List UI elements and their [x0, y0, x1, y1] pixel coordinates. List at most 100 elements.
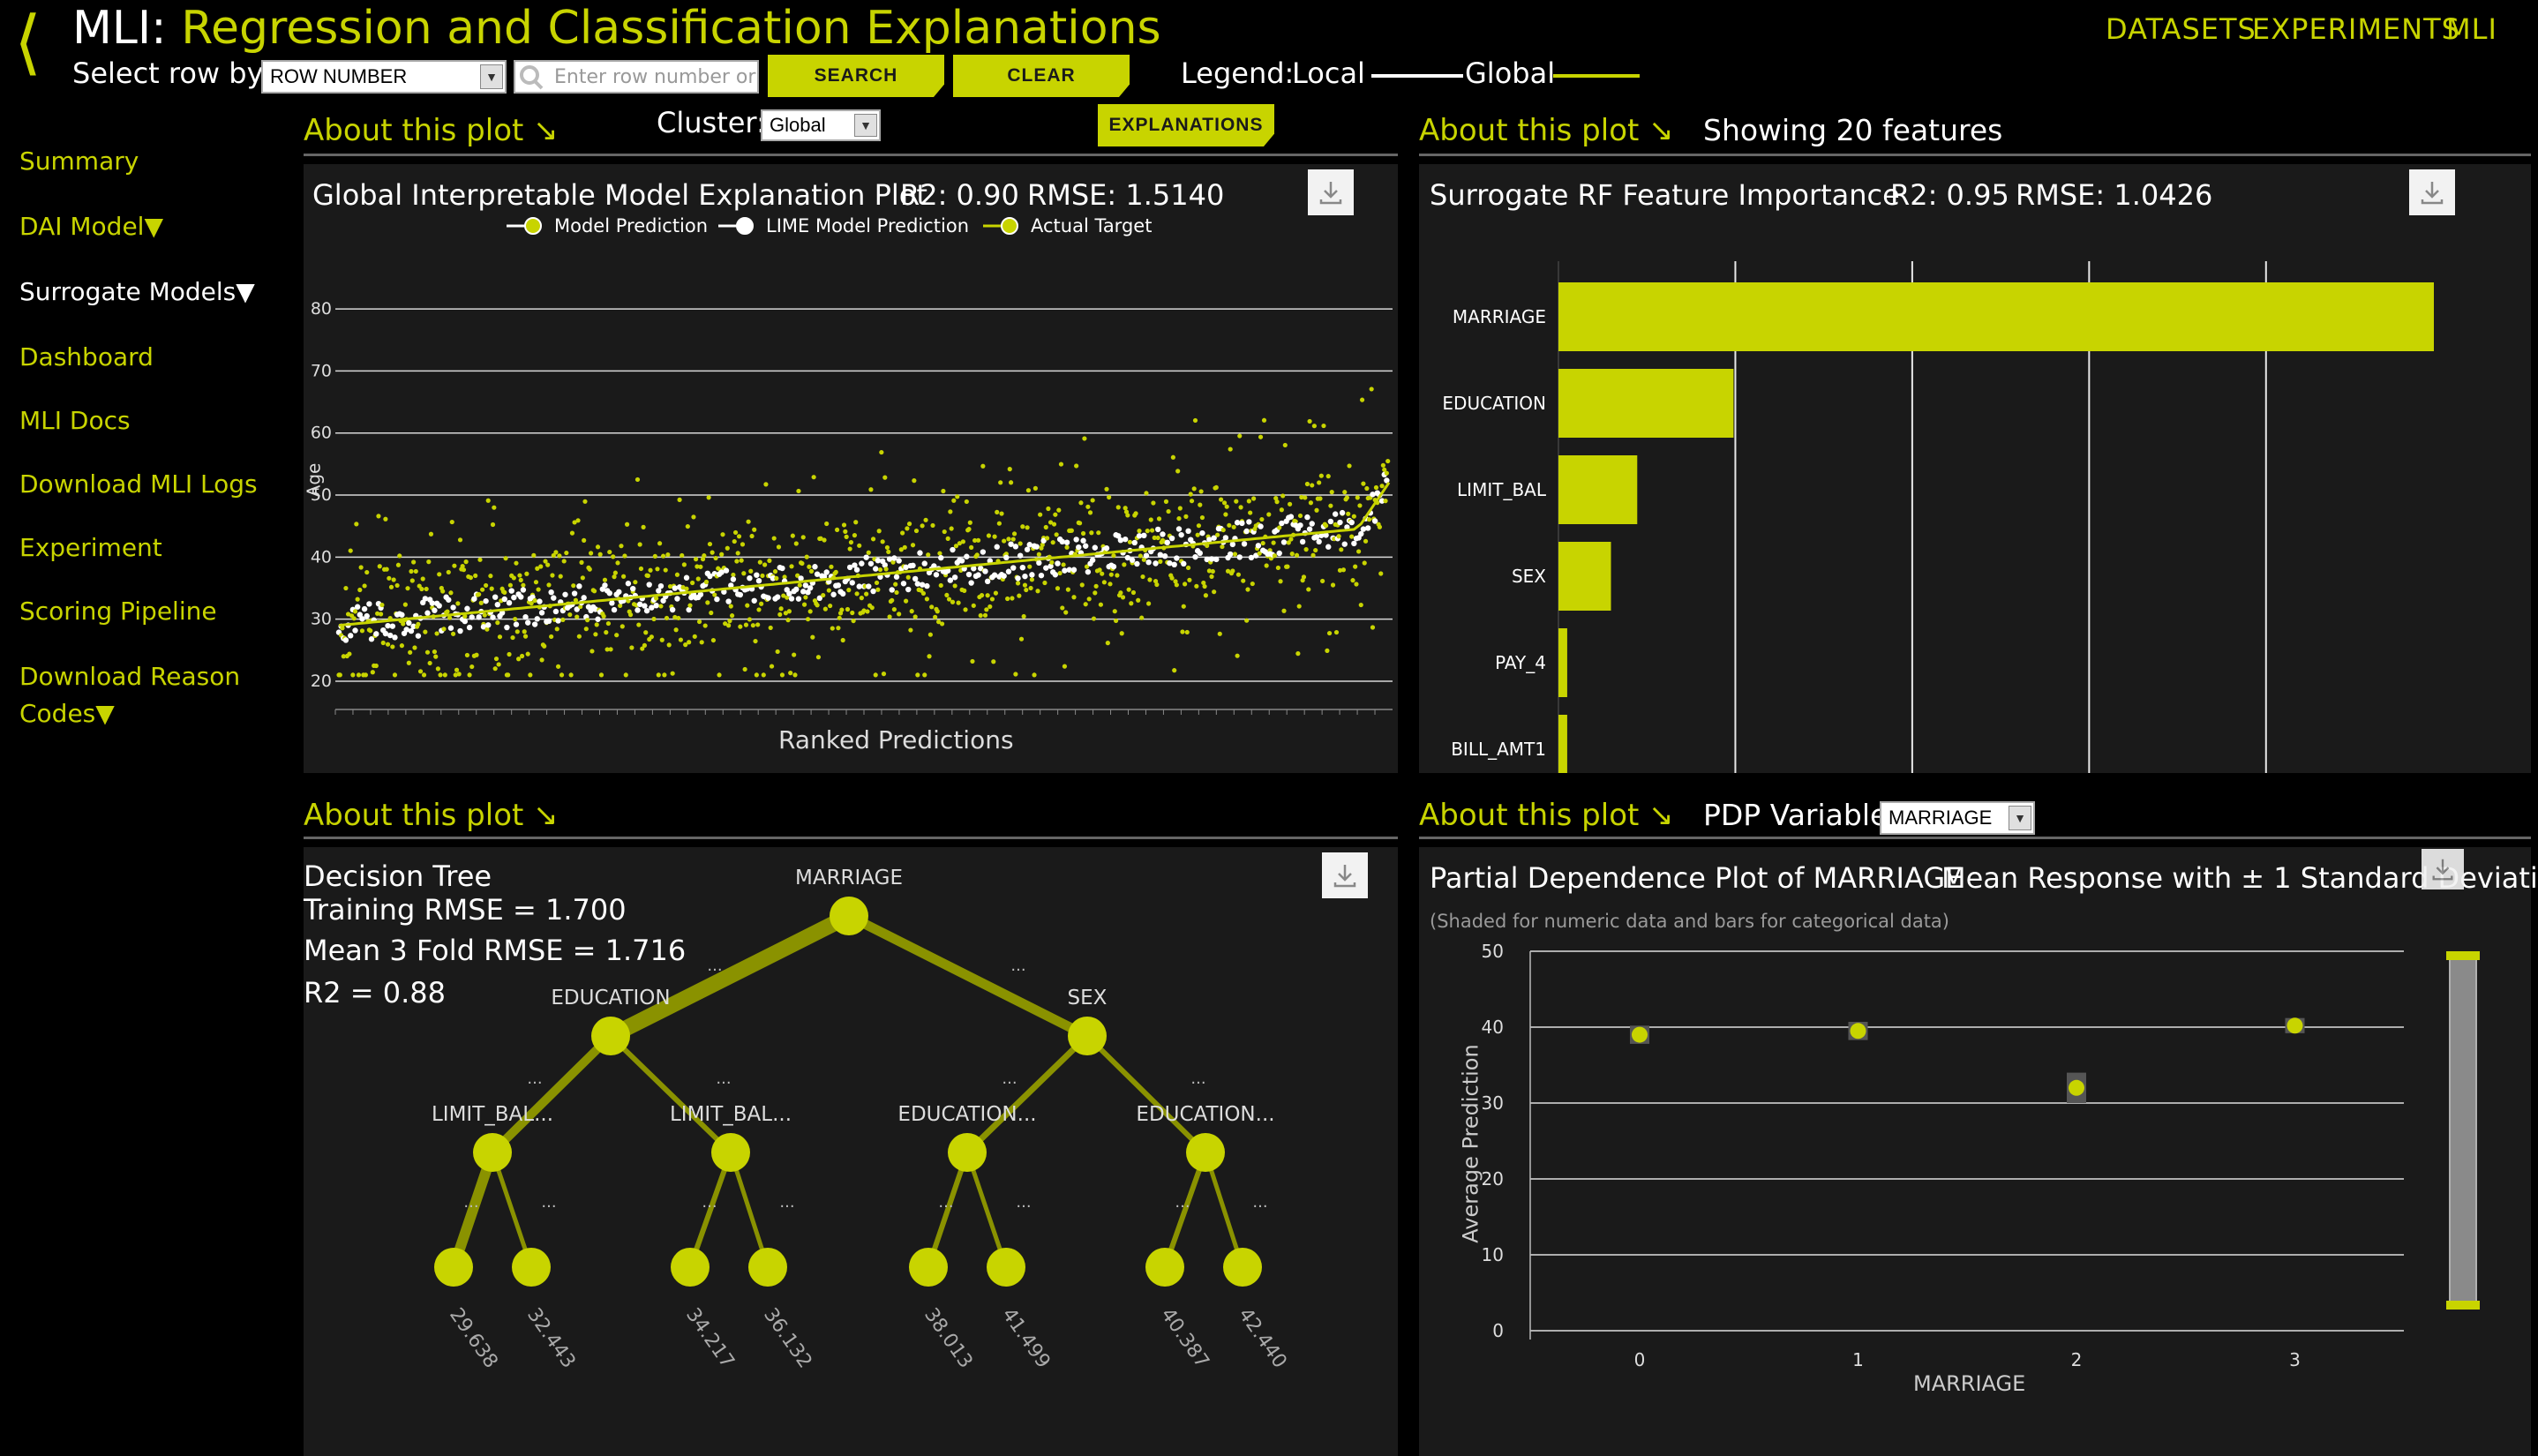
- actual-target-point: [648, 567, 653, 573]
- actual-target-point: [1251, 496, 1257, 501]
- lime-prediction-point: [870, 588, 876, 595]
- download-button-klime[interactable]: [1308, 169, 1354, 215]
- actual-target-point: [726, 623, 732, 628]
- klime-panel: Global Interpretable Model Explanation P…: [303, 164, 1398, 773]
- lime-prediction-point: [602, 582, 608, 589]
- lime-prediction-point: [471, 596, 477, 602]
- actual-target-point: [582, 499, 588, 504]
- actual-target-point: [1235, 572, 1242, 577]
- nav-mli[interactable]: MLI: [2446, 12, 2497, 46]
- pdp-variable-select[interactable]: MARRIAGE ▼: [1880, 801, 2035, 835]
- back-chevron-icon[interactable]: ⟨: [14, 1, 42, 83]
- lime-prediction-point: [1211, 535, 1217, 541]
- actual-target-point: [575, 518, 581, 523]
- about-plot-link-rf[interactable]: About this plot ↘: [1419, 113, 1674, 148]
- actual-target-point: [768, 625, 773, 631]
- actual-target-point: [877, 567, 883, 573]
- actual-target-point: [1042, 580, 1047, 586]
- tree-leaf-value: 36.132: [759, 1304, 816, 1372]
- actual-target-point: [477, 591, 482, 597]
- cluster-select[interactable]: Global ▼: [761, 109, 881, 141]
- sidebar-item-experiment[interactable]: Experiment: [19, 533, 162, 562]
- nav-datasets[interactable]: DATASETS: [2106, 12, 2256, 46]
- nav-experiments[interactable]: EXPERIMENTS: [2252, 12, 2460, 46]
- actual-target-point: [876, 529, 882, 534]
- actual-target-point: [535, 566, 540, 571]
- actual-target-point: [680, 585, 686, 590]
- actual-target-point: [1082, 436, 1087, 441]
- lime-prediction-point: [660, 597, 666, 604]
- sidebar-item-dai-model[interactable]: DAI Model▼: [19, 212, 163, 241]
- tree-leaf-value: 34.217: [681, 1304, 739, 1372]
- search-button[interactable]: SEARCH: [768, 55, 944, 97]
- lime-prediction-point: [646, 582, 652, 588]
- actual-target-point: [840, 637, 845, 643]
- rf-title: Surrogate RF Feature Importance: [1430, 178, 1900, 212]
- actual-target-point: [1127, 539, 1133, 544]
- actual-target-point: [643, 630, 649, 635]
- lime-prediction-point: [1280, 539, 1288, 545]
- showing-features: Showing 20 features: [1703, 113, 2003, 147]
- explanations-button[interactable]: EXPLANATIONS: [1098, 104, 1274, 146]
- actual-target-point: [834, 527, 840, 533]
- lime-prediction-point: [424, 610, 431, 616]
- download-button-pdp[interactable]: [2422, 849, 2464, 889]
- sidebar-item-dashboard[interactable]: Dashboard: [19, 342, 154, 372]
- clear-button[interactable]: CLEAR: [953, 55, 1130, 97]
- sidebar-item-codes[interactable]: Codes▼: [19, 699, 115, 728]
- tree-edge: [965, 1150, 1009, 1270]
- actual-target-point: [696, 619, 702, 625]
- rf-chart: MARRIAGE EDUCATION LIMIT_BAL SEX PAY_4 BILL_A…: [1442, 261, 2434, 773]
- actual-target-point: [1136, 597, 1141, 603]
- about-plot-link-klime[interactable]: About this plot ↘: [304, 113, 559, 148]
- actual-target-point: [755, 622, 761, 627]
- tree-title: Decision Tree: [304, 859, 492, 893]
- lime-prediction-point: [1229, 541, 1236, 548]
- tree-node: [711, 1133, 750, 1172]
- actual-target-point: [942, 529, 947, 535]
- actual-target-point: [340, 626, 345, 631]
- actual-target-point: [1017, 541, 1023, 546]
- actual-target-point: [543, 559, 548, 564]
- actual-target-point: [424, 649, 431, 655]
- download-button-tree[interactable]: [1322, 852, 1368, 898]
- actual-target-point: [781, 593, 786, 598]
- actual-target-point: [882, 475, 888, 480]
- actual-target-point: [1362, 560, 1367, 566]
- actual-target-point: [702, 623, 708, 628]
- lime-prediction-point: [499, 610, 506, 616]
- lime-prediction-point: [552, 608, 559, 615]
- row-type-select[interactable]: ROW NUMBER ▼: [261, 60, 507, 94]
- sidebar-item-summary[interactable]: Summary: [19, 146, 139, 176]
- download-button-rf[interactable]: [2409, 169, 2455, 215]
- about-plot-link-tree[interactable]: About this plot ↘: [304, 798, 559, 833]
- actual-target-point: [1093, 583, 1099, 589]
- actual-target-point: [503, 556, 508, 561]
- lime-prediction-point: [721, 589, 727, 595]
- actual-target-point: [454, 667, 460, 672]
- actual-target-point: [1183, 514, 1189, 519]
- sidebar-item-mli-docs[interactable]: MLI Docs: [19, 406, 131, 435]
- row-number-input[interactable]: Enter row number or: [514, 60, 759, 94]
- actual-target-point: [1112, 609, 1117, 614]
- sidebar-item-surrogate-models[interactable]: Surrogate Models▼: [19, 277, 255, 306]
- lime-prediction-point: [387, 632, 394, 639]
- actual-target-point: [1115, 505, 1121, 510]
- actual-target-point: [732, 538, 737, 544]
- actual-target-point: [1246, 499, 1251, 504]
- about-plot-link-pdp[interactable]: About this plot ↘: [1419, 798, 1674, 833]
- actual-target-point: [1385, 458, 1391, 464]
- lime-prediction-point: [1227, 551, 1234, 558]
- actual-target-point: [1177, 506, 1183, 511]
- sidebar-item-download-mli-logs[interactable]: Download MLI Logs: [19, 469, 258, 499]
- actual-target-point: [621, 574, 627, 579]
- sidebar-item-scoring-pipeline[interactable]: Scoring Pipeline: [19, 597, 217, 626]
- x-tick-label: 1: [1852, 1349, 1864, 1370]
- actual-target-point: [518, 577, 523, 582]
- sidebar-item-download-reason[interactable]: Download Reason: [19, 662, 241, 691]
- tree-edge: [1085, 1033, 1208, 1155]
- actual-target-point: [513, 616, 518, 622]
- actual-target-point: [754, 672, 759, 678]
- actual-target-point: [665, 552, 671, 558]
- lime-prediction-point: [1192, 553, 1198, 560]
